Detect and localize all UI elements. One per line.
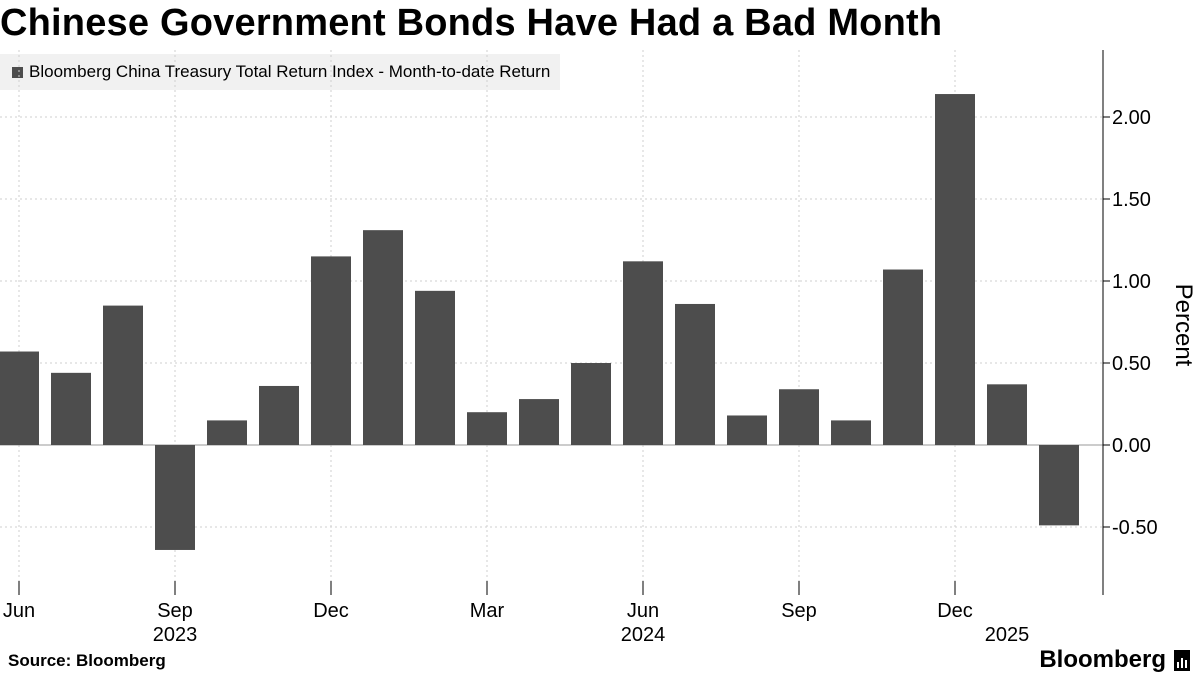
- y-tick-label: 0.50: [1112, 353, 1151, 375]
- y-axis: 2.00 1.50 1.00 0.50 0.00 -0.50: [1102, 50, 1158, 595]
- bar-2023-08: [103, 305, 143, 445]
- x-tick-label: Jun: [627, 600, 659, 622]
- y-tick-label: -0.50: [1112, 517, 1158, 539]
- bar-2024-09: [779, 389, 819, 445]
- brand-name: Bloomberg: [1039, 646, 1166, 673]
- bar-2024-01: [363, 230, 403, 445]
- bar-2024-03: [467, 412, 507, 445]
- y-axis-label: Percent: [1170, 284, 1197, 367]
- x-year-label: 2024: [621, 624, 666, 646]
- bar-2024-04: [519, 399, 559, 445]
- brand: Bloomberg: [1039, 646, 1190, 674]
- bloomberg-logo-icon: [1174, 650, 1190, 671]
- bar-2024-12: [935, 94, 975, 445]
- legend: Bloomberg China Treasury Total Return In…: [0, 54, 561, 90]
- bar-2025-01: [987, 384, 1027, 445]
- x-tick-label: Dec: [937, 600, 973, 622]
- bar-2023-06: [0, 351, 39, 445]
- y-tick-label: 0.00: [1112, 435, 1151, 457]
- y-tick-label: 2.00: [1112, 107, 1151, 129]
- legend-label: Bloomberg China Treasury Total Return In…: [29, 62, 551, 81]
- bar-2023-11: [259, 385, 299, 445]
- y-tick-label: 1.50: [1112, 189, 1151, 211]
- bar-2024-08: [727, 415, 767, 445]
- y-tick-label: 1.00: [1112, 271, 1151, 293]
- x-tick-label: Mar: [470, 600, 505, 622]
- bar-2024-07: [675, 303, 715, 445]
- legend-swatch: [12, 66, 23, 78]
- bar-2023-12: [311, 256, 351, 445]
- chart-title: Chinese Government Bonds Have Had a Bad …: [0, 2, 943, 44]
- bar-2023-09: [155, 445, 195, 550]
- x-year-label: 2025: [985, 624, 1030, 646]
- bar-2024-05: [571, 363, 611, 445]
- source-label: Source: Bloomberg: [8, 651, 166, 670]
- bar-2023-10: [207, 420, 247, 445]
- bar-2025-02: [1039, 445, 1079, 526]
- bar-2024-11: [883, 269, 923, 445]
- x-tick-label: Dec: [313, 600, 349, 622]
- x-tick-label: Sep: [157, 600, 193, 622]
- x-tick-label: Sep: [781, 600, 817, 622]
- x-year-label: 2023: [153, 624, 198, 646]
- bar-2023-07: [51, 372, 91, 445]
- bar-2024-02: [415, 290, 455, 445]
- bar-2024-10: [831, 420, 871, 445]
- x-tick-label: Jun: [3, 600, 35, 622]
- bar-2024-06: [623, 261, 663, 445]
- bars: [0, 94, 1079, 550]
